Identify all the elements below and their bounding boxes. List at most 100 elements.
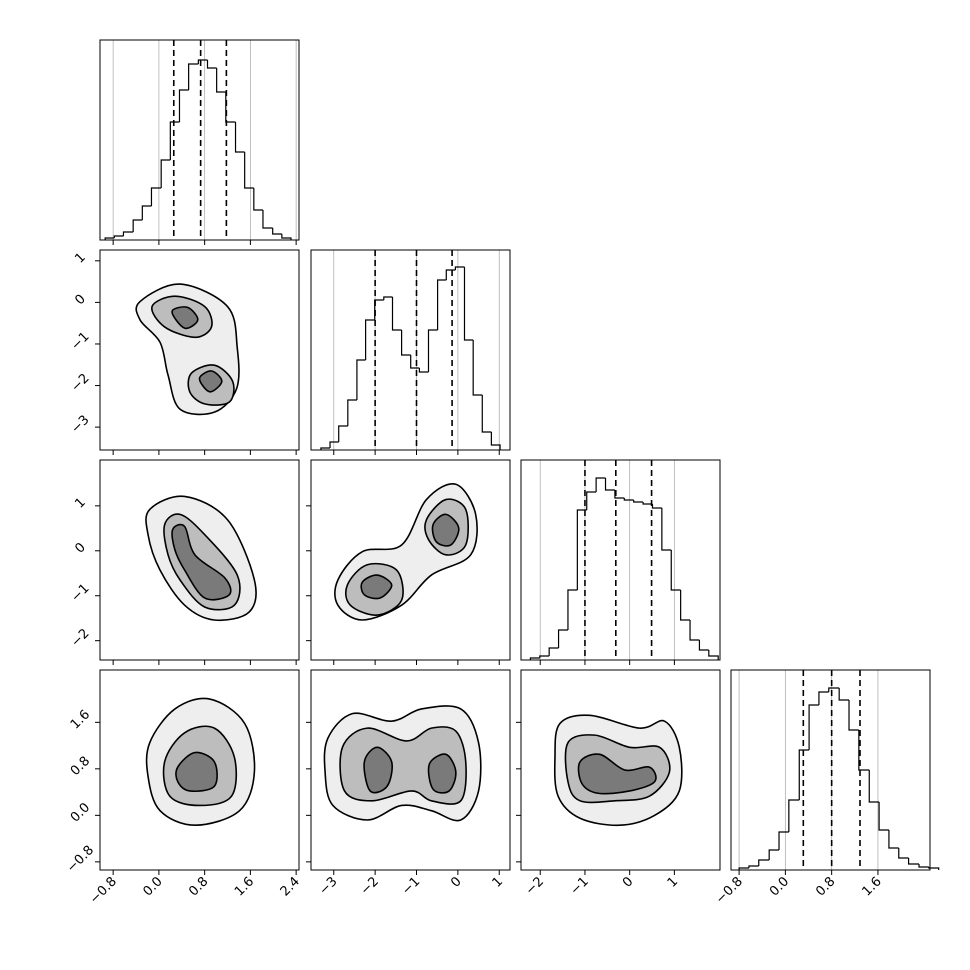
y-tick-label: 0 — [72, 292, 88, 308]
histogram-step — [848, 700, 859, 731]
x-tick-label: 1 — [665, 874, 681, 890]
histogram-step — [818, 691, 829, 705]
histogram-step — [918, 864, 929, 868]
histogram-step — [907, 858, 920, 865]
x-tick-label: 0 — [448, 874, 464, 890]
y-tick-label: −1 — [68, 581, 92, 605]
panel — [553, 714, 683, 827]
histogram-step — [410, 355, 420, 369]
x-tick-label: −1 — [399, 874, 423, 898]
y-tick-label: 0.8 — [68, 754, 93, 779]
histogram-step — [150, 187, 162, 206]
histogram-step — [808, 704, 819, 750]
y-tick-label: 1.6 — [68, 707, 93, 732]
panel-frame — [99, 459, 300, 661]
histogram-step — [576, 509, 587, 590]
histogram-step — [651, 504, 662, 509]
histogram-step — [347, 399, 357, 426]
histogram-step — [391, 297, 402, 331]
histogram-step — [680, 590, 691, 621]
histogram-step — [670, 550, 681, 591]
histogram-step — [122, 231, 134, 236]
contour — [431, 513, 460, 547]
histogram-step — [490, 432, 501, 450]
histogram-step — [708, 650, 719, 660]
histogram-step — [738, 867, 749, 870]
contour — [577, 753, 657, 795]
histogram-step — [188, 63, 199, 90]
y-tick-label: 0.0 — [68, 800, 93, 825]
panel-frame — [99, 39, 300, 241]
x-tick-label: 1 — [490, 874, 506, 890]
histogram-step — [858, 730, 870, 771]
panel-frame — [99, 249, 300, 451]
histogram-step — [436, 279, 447, 330]
histogram-step — [661, 508, 672, 551]
y-tick-label: −2 — [68, 626, 92, 650]
x-tick-label: 0.0 — [140, 874, 165, 899]
histogram-step — [838, 688, 850, 701]
histogram-step — [614, 490, 625, 499]
y-tick-label: −1 — [68, 329, 92, 353]
panel-frame — [99, 669, 300, 871]
x-tick-label: −2 — [523, 874, 547, 898]
x-tick-label: −1 — [568, 874, 592, 898]
x-tick-label: 2.4 — [278, 874, 303, 899]
histogram-step — [445, 269, 456, 280]
histogram-step — [427, 329, 438, 372]
histogram-step — [548, 647, 559, 656]
x-tick-label: 1.6 — [232, 874, 257, 899]
histogram-step — [178, 89, 189, 122]
histogram-step — [689, 620, 700, 641]
histogram-step — [604, 478, 615, 491]
histogram-step — [216, 68, 226, 93]
histogram-step — [463, 267, 474, 341]
histogram-step — [225, 92, 236, 123]
x-tick-label: −2 — [358, 874, 382, 898]
histogram-step — [778, 831, 789, 850]
histogram-step — [383, 296, 393, 300]
contour — [198, 370, 223, 393]
histogram-step — [472, 340, 483, 396]
histogram-step — [169, 121, 180, 160]
contour — [427, 753, 457, 794]
histogram-step — [356, 359, 366, 400]
histogram-step — [272, 228, 282, 235]
contour — [363, 746, 393, 794]
panel — [145, 495, 257, 622]
histogram-step — [374, 299, 384, 320]
histogram-step — [539, 655, 550, 658]
x-tick-label: 0 — [620, 874, 636, 890]
histogram-step — [329, 441, 339, 448]
y-tick-label: −0.8 — [64, 843, 97, 876]
histogram-step — [253, 188, 263, 211]
histogram-step — [586, 491, 597, 510]
x-tick-label: −0.8 — [87, 874, 120, 907]
histogram-step — [481, 395, 492, 433]
histogram-step — [557, 629, 568, 648]
histogram-step — [365, 319, 375, 360]
histogram-step — [529, 657, 540, 660]
contour — [171, 523, 232, 601]
histogram-step — [698, 640, 709, 651]
histogram-step — [132, 219, 143, 232]
histogram-step — [454, 266, 465, 270]
y-tick-label: −2 — [68, 371, 92, 395]
contour — [175, 751, 218, 793]
histogram-step — [768, 849, 780, 860]
y-tick-label: 1 — [72, 495, 88, 511]
histogram-step — [160, 159, 171, 188]
panel — [135, 283, 240, 416]
panel-frame — [310, 249, 511, 451]
histogram-step — [320, 447, 331, 450]
histogram-step — [338, 425, 348, 442]
histogram-step — [281, 234, 292, 240]
panel — [145, 697, 256, 827]
x-tick-label: 1.6 — [860, 874, 885, 899]
histogram-step — [878, 802, 889, 831]
histogram-step — [401, 330, 411, 356]
panel — [334, 483, 478, 621]
histogram-step — [888, 830, 899, 849]
histogram-step — [633, 500, 644, 503]
histogram-step — [928, 867, 940, 870]
